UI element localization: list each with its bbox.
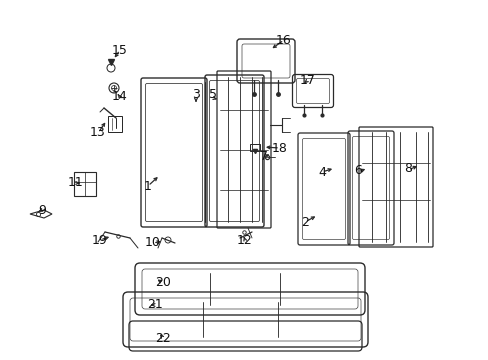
Text: 13: 13 — [90, 126, 106, 139]
Text: 9: 9 — [38, 203, 46, 216]
Text: 4: 4 — [317, 166, 325, 179]
Bar — [249, 144, 260, 151]
Text: 8: 8 — [403, 162, 411, 175]
Text: 15: 15 — [112, 44, 128, 57]
Text: 3: 3 — [192, 89, 200, 102]
Bar — [108, 116, 122, 132]
Text: 14: 14 — [112, 90, 128, 104]
Text: 19: 19 — [92, 234, 108, 247]
Text: 20: 20 — [155, 276, 171, 289]
Text: 22: 22 — [155, 332, 170, 345]
Text: 10: 10 — [145, 237, 161, 249]
Text: 1: 1 — [144, 180, 152, 193]
Text: 12: 12 — [237, 234, 252, 247]
Text: 7: 7 — [260, 150, 267, 163]
Text: 6: 6 — [353, 163, 361, 176]
Text: 17: 17 — [300, 73, 315, 86]
Text: 21: 21 — [147, 298, 163, 311]
Text: 2: 2 — [301, 216, 308, 229]
Text: 16: 16 — [276, 33, 291, 46]
Text: 11: 11 — [68, 176, 84, 189]
Text: 5: 5 — [208, 89, 217, 102]
Bar — [74, 172, 96, 196]
Text: 18: 18 — [271, 141, 287, 154]
